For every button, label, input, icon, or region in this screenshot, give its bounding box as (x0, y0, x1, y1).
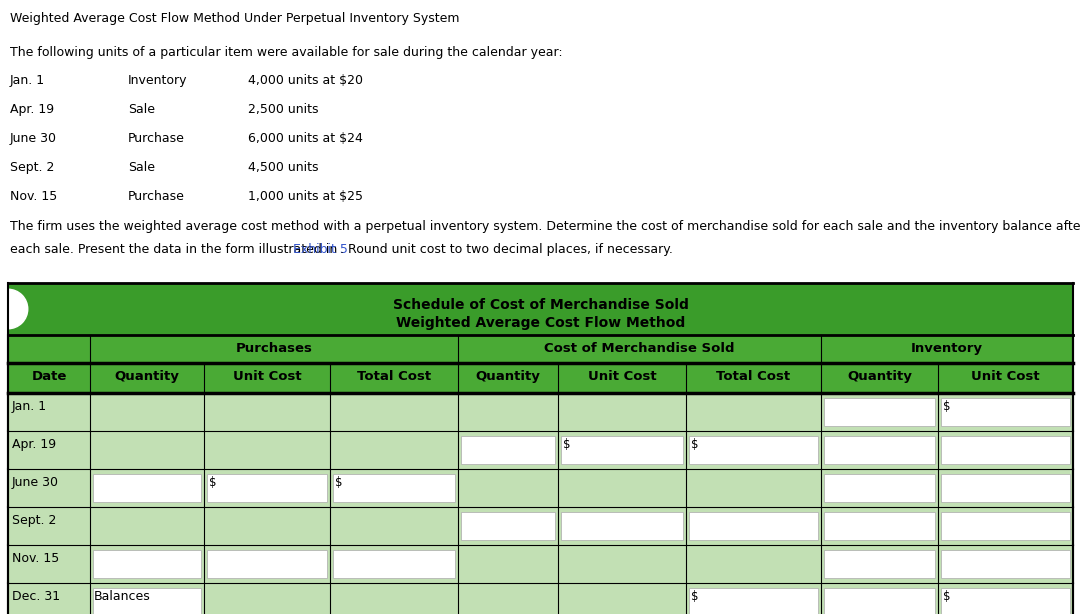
Text: Quantity: Quantity (848, 370, 912, 383)
Text: Total Cost: Total Cost (357, 370, 431, 383)
Bar (942, 512, 1070, 540)
Bar (824, 550, 935, 578)
Text: June 30: June 30 (12, 476, 59, 489)
Text: $: $ (944, 400, 951, 413)
Text: $: $ (691, 590, 698, 603)
Text: 1,000 units at $25: 1,000 units at $25 (248, 190, 363, 203)
Text: Dec. 31: Dec. 31 (12, 590, 61, 603)
Text: each sale. Present the data in the form illustrated in: each sale. Present the data in the form … (10, 243, 342, 256)
Text: The firm uses the weighted average cost method with a perpetual inventory system: The firm uses the weighted average cost … (10, 220, 1081, 233)
Bar (824, 398, 935, 426)
Text: Total Cost: Total Cost (717, 370, 790, 383)
Circle shape (0, 289, 28, 328)
Text: 6,000 units at $24: 6,000 units at $24 (248, 132, 363, 145)
Bar (689, 512, 817, 540)
Bar (561, 512, 683, 540)
Bar (8, 545, 1073, 583)
Text: Sept. 2: Sept. 2 (10, 161, 54, 174)
Bar (824, 512, 935, 540)
Text: Balances: Balances (94, 590, 151, 603)
Bar (824, 588, 935, 614)
Bar (942, 550, 1070, 578)
Bar (461, 436, 556, 464)
Text: Inventory: Inventory (911, 342, 983, 355)
Text: Purchase: Purchase (128, 190, 185, 203)
Text: $: $ (210, 476, 217, 489)
Bar (8, 583, 1073, 614)
Text: Weighted Average Cost Flow Method Under Perpetual Inventory System: Weighted Average Cost Flow Method Under … (10, 12, 459, 25)
Bar (8, 335, 1073, 363)
Bar (8, 363, 1073, 393)
Bar (208, 474, 326, 502)
Text: Purchase: Purchase (128, 132, 185, 145)
Text: Apr. 19: Apr. 19 (12, 438, 56, 451)
Text: Unit Cost: Unit Cost (232, 370, 302, 383)
Text: Nov. 15: Nov. 15 (10, 190, 57, 203)
Bar (942, 436, 1070, 464)
Text: $: $ (563, 438, 571, 451)
Text: Sept. 2: Sept. 2 (12, 514, 56, 527)
Text: Jan. 1: Jan. 1 (12, 400, 48, 413)
Text: Quantity: Quantity (115, 370, 179, 383)
Bar (8, 283, 1073, 335)
Bar (333, 550, 455, 578)
Text: . Round unit cost to two decimal places, if necessary.: . Round unit cost to two decimal places,… (339, 243, 672, 256)
Bar (942, 588, 1070, 614)
Text: Schedule of Cost of Merchandise Sold: Schedule of Cost of Merchandise Sold (392, 298, 689, 312)
Bar (93, 588, 201, 614)
Bar (461, 512, 556, 540)
Text: Purchases: Purchases (236, 342, 312, 355)
Text: Nov. 15: Nov. 15 (12, 552, 59, 565)
Bar (93, 550, 201, 578)
Text: Unit Cost: Unit Cost (588, 370, 656, 383)
Text: 4,500 units: 4,500 units (248, 161, 319, 174)
Bar (942, 474, 1070, 502)
Text: Inventory: Inventory (128, 74, 187, 87)
Text: Date: Date (31, 370, 67, 383)
Text: Apr. 19: Apr. 19 (10, 103, 54, 116)
Text: Exhibit 5: Exhibit 5 (293, 243, 348, 256)
Text: June 30: June 30 (10, 132, 57, 145)
Bar (561, 436, 683, 464)
Text: Sale: Sale (128, 161, 155, 174)
Text: The following units of a particular item were available for sale during the cale: The following units of a particular item… (10, 46, 562, 59)
Bar (942, 398, 1070, 426)
Bar (8, 431, 1073, 469)
Text: 2,500 units: 2,500 units (248, 103, 319, 116)
Text: Weighted Average Cost Flow Method: Weighted Average Cost Flow Method (396, 316, 685, 330)
Bar (8, 393, 1073, 431)
Text: $: $ (944, 590, 951, 603)
Bar (208, 550, 326, 578)
Bar (8, 469, 1073, 507)
Text: Cost of Merchandise Sold: Cost of Merchandise Sold (544, 342, 734, 355)
Bar (333, 474, 455, 502)
Text: $: $ (691, 438, 698, 451)
Text: Jan. 1: Jan. 1 (10, 74, 45, 87)
Text: $: $ (335, 476, 343, 489)
Bar (824, 474, 935, 502)
Bar (689, 436, 817, 464)
Text: Sale: Sale (128, 103, 155, 116)
Text: 4,000 units at $20: 4,000 units at $20 (248, 74, 363, 87)
Text: Quantity: Quantity (476, 370, 540, 383)
Bar (93, 474, 201, 502)
Bar (8, 507, 1073, 545)
Bar (824, 436, 935, 464)
Bar (689, 588, 817, 614)
Text: Unit Cost: Unit Cost (972, 370, 1040, 383)
